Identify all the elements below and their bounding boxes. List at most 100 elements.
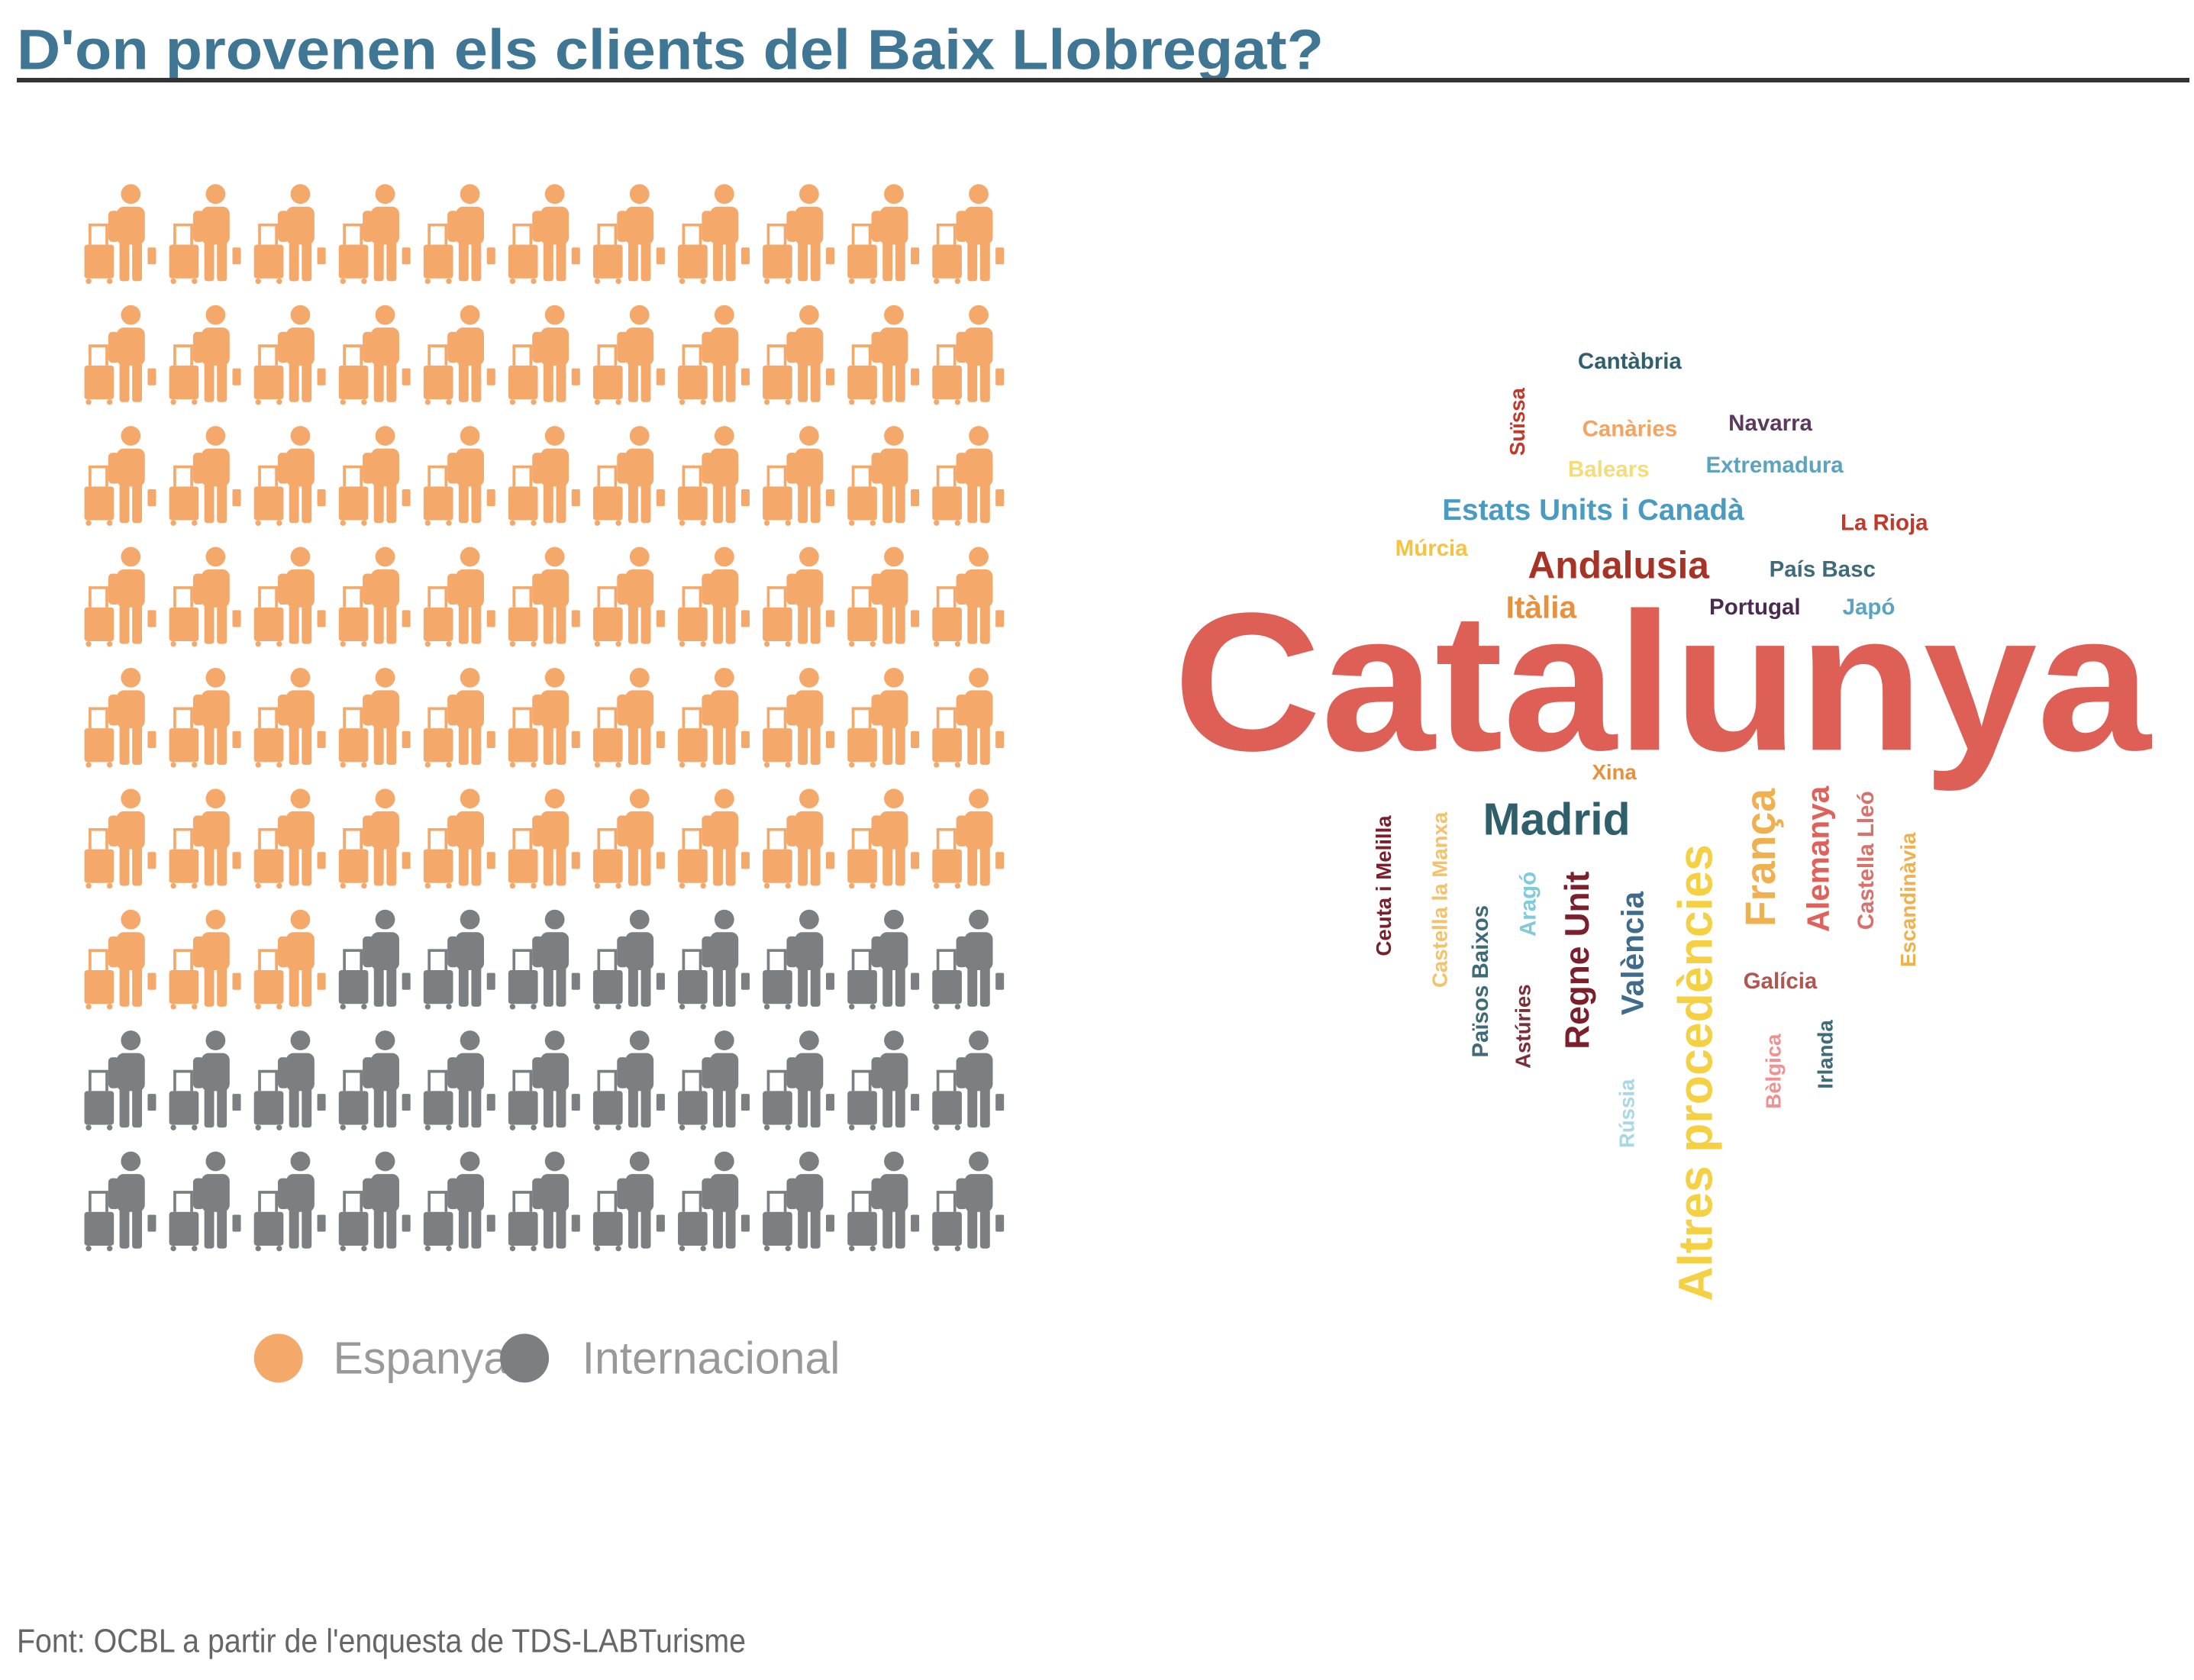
torso: [879, 448, 908, 487]
traveler-icon: [253, 426, 326, 526]
wheel: [86, 1004, 92, 1010]
suitcase: [338, 849, 369, 883]
head: [629, 667, 650, 688]
wheel: [763, 1004, 770, 1010]
word: Castella la Manxa: [1428, 811, 1452, 988]
bag: [740, 610, 750, 627]
leg: [119, 480, 130, 524]
wheel: [361, 399, 367, 405]
torso: [710, 569, 739, 608]
bag: [656, 247, 665, 265]
head: [799, 547, 819, 567]
torso: [964, 690, 993, 729]
head: [544, 305, 565, 325]
handle: [343, 586, 363, 608]
wheel: [594, 762, 601, 768]
suitcase: [253, 969, 284, 1004]
wheel: [700, 640, 706, 647]
leg: [458, 1206, 469, 1249]
word: Itàlia: [1506, 590, 1577, 625]
wheel: [531, 399, 537, 405]
leg: [289, 601, 299, 644]
arm: [192, 815, 205, 846]
arm: [702, 936, 714, 968]
wheel: [170, 278, 176, 285]
head: [629, 1151, 650, 1172]
torso: [710, 811, 739, 850]
leg: [556, 480, 566, 524]
wheel: [615, 278, 621, 285]
wheel: [531, 1246, 537, 1252]
wheel: [934, 882, 940, 889]
suitcase: [847, 365, 877, 400]
bag: [995, 247, 1005, 265]
leg: [967, 964, 978, 1007]
arm: [617, 211, 629, 242]
word: València: [1615, 891, 1650, 1015]
suitcase: [253, 365, 284, 400]
traveler-icon: [847, 1030, 920, 1130]
suitcase: [253, 728, 284, 763]
wheel: [849, 520, 855, 526]
leg: [302, 1206, 312, 1249]
traveler-icon: [84, 1030, 156, 1130]
head: [375, 426, 395, 446]
handle: [428, 827, 448, 850]
head: [544, 184, 565, 205]
traveler-icon: [84, 909, 156, 1010]
suitcase: [763, 1091, 792, 1125]
bag: [486, 610, 495, 627]
wheel: [870, 278, 876, 285]
leg: [289, 360, 299, 402]
traveler-icon: [508, 547, 580, 647]
bag: [825, 972, 835, 990]
head: [460, 909, 480, 930]
leg: [713, 843, 723, 886]
torso: [964, 1053, 993, 1092]
arm: [956, 331, 968, 363]
head: [969, 1030, 989, 1050]
wheel: [785, 520, 791, 526]
suitcase: [847, 486, 877, 521]
word: Alemanya: [1801, 785, 1836, 932]
wheel: [86, 640, 92, 647]
handle: [936, 1069, 957, 1092]
handle: [89, 1191, 108, 1212]
traveler-icon: [338, 788, 411, 889]
bag: [571, 610, 580, 627]
arm: [956, 573, 968, 605]
traveler-icon: [678, 909, 750, 1010]
suitcase: [763, 849, 792, 883]
leg: [556, 964, 566, 1007]
leg: [810, 601, 821, 644]
leg: [556, 1206, 566, 1249]
bag: [995, 730, 1005, 748]
wheel: [594, 1004, 601, 1010]
wheel: [763, 520, 770, 526]
traveler-icon: [508, 788, 580, 889]
bag: [232, 1094, 241, 1111]
head: [544, 788, 565, 809]
leg: [640, 360, 651, 402]
arm: [108, 1178, 120, 1210]
bag: [486, 972, 495, 990]
torso: [795, 811, 824, 850]
leg: [217, 964, 227, 1007]
head: [714, 667, 734, 688]
torso: [964, 206, 993, 245]
arm: [702, 694, 714, 726]
leg: [289, 480, 299, 524]
arm: [702, 453, 714, 484]
legend-swatch: [500, 1333, 550, 1383]
handle: [428, 465, 448, 487]
traveler-icon: [763, 305, 835, 405]
bag: [740, 247, 750, 265]
traveler-icon: [508, 667, 580, 768]
bag: [911, 368, 920, 385]
leg: [119, 239, 130, 282]
head: [375, 305, 395, 325]
bag: [825, 730, 835, 748]
wheel: [340, 1246, 346, 1252]
handle: [343, 1069, 363, 1092]
wheel: [86, 1246, 92, 1252]
